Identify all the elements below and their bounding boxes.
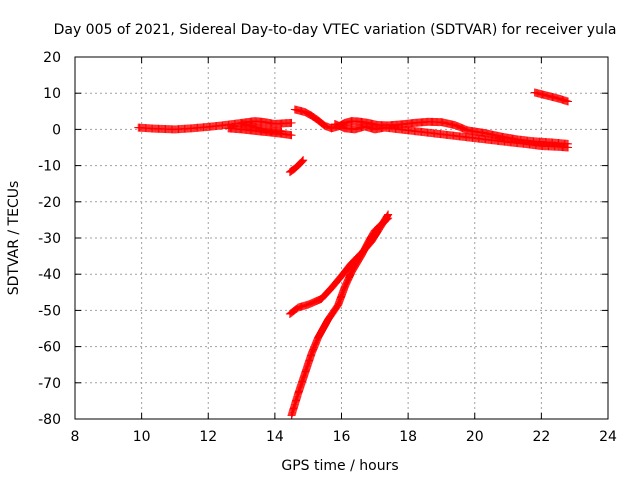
y-tick-label: -80	[38, 412, 61, 428]
series-track-f	[287, 214, 393, 420]
y-tick-label: -70	[38, 376, 61, 392]
data-point	[287, 131, 296, 140]
data-marks	[134, 88, 573, 420]
data-point	[384, 214, 393, 223]
x-tick-label: 8	[71, 429, 80, 445]
chart-grid	[75, 57, 608, 419]
data-point	[299, 156, 308, 165]
y-tick-label: -60	[38, 340, 61, 356]
y-tick-label: 10	[43, 86, 61, 102]
y-axis-label: SDTVAR / TECUs	[6, 181, 22, 296]
x-tick-label: 22	[532, 429, 550, 445]
data-point	[287, 118, 296, 127]
x-tick-label: 10	[133, 429, 151, 445]
y-tick-label: -50	[38, 303, 61, 319]
series-track-a-cross	[237, 119, 286, 136]
y-tick-label: -10	[38, 159, 61, 175]
data-point	[564, 97, 573, 106]
x-tick-label: 24	[599, 429, 617, 445]
data-point	[382, 215, 391, 224]
x-tick-label: 18	[399, 429, 417, 445]
y-tick-label: 20	[43, 50, 61, 66]
plot-frame	[74, 56, 609, 420]
series-track-a-upper	[134, 117, 296, 134]
x-tick-label: 14	[266, 429, 284, 445]
series-track-d	[285, 156, 308, 177]
data-point	[277, 127, 286, 136]
series-track-c	[530, 88, 573, 106]
y-tick-label: -40	[38, 267, 61, 283]
chart-title: Day 005 of 2021, Sidereal Day-to-day VTE…	[54, 22, 617, 38]
x-tick-label: 20	[466, 429, 484, 445]
y-tick-label: -30	[38, 231, 61, 247]
x-axis-label: GPS time / hours	[281, 458, 398, 474]
x-tick-label: 12	[199, 429, 217, 445]
series-track-b-lower	[330, 119, 573, 152]
data-point	[297, 157, 306, 166]
y-tick-label: 0	[52, 122, 61, 138]
data-point	[298, 156, 307, 165]
axis-ticks: 8 10 12 14 16 18 20 22 24 -80 -70 -60 -50 -40 -30 -20 -1…	[38, 50, 617, 445]
y-tick-label: -20	[38, 195, 61, 211]
data-point	[564, 143, 573, 152]
data-point	[383, 214, 392, 223]
x-tick-label: 16	[333, 429, 351, 445]
